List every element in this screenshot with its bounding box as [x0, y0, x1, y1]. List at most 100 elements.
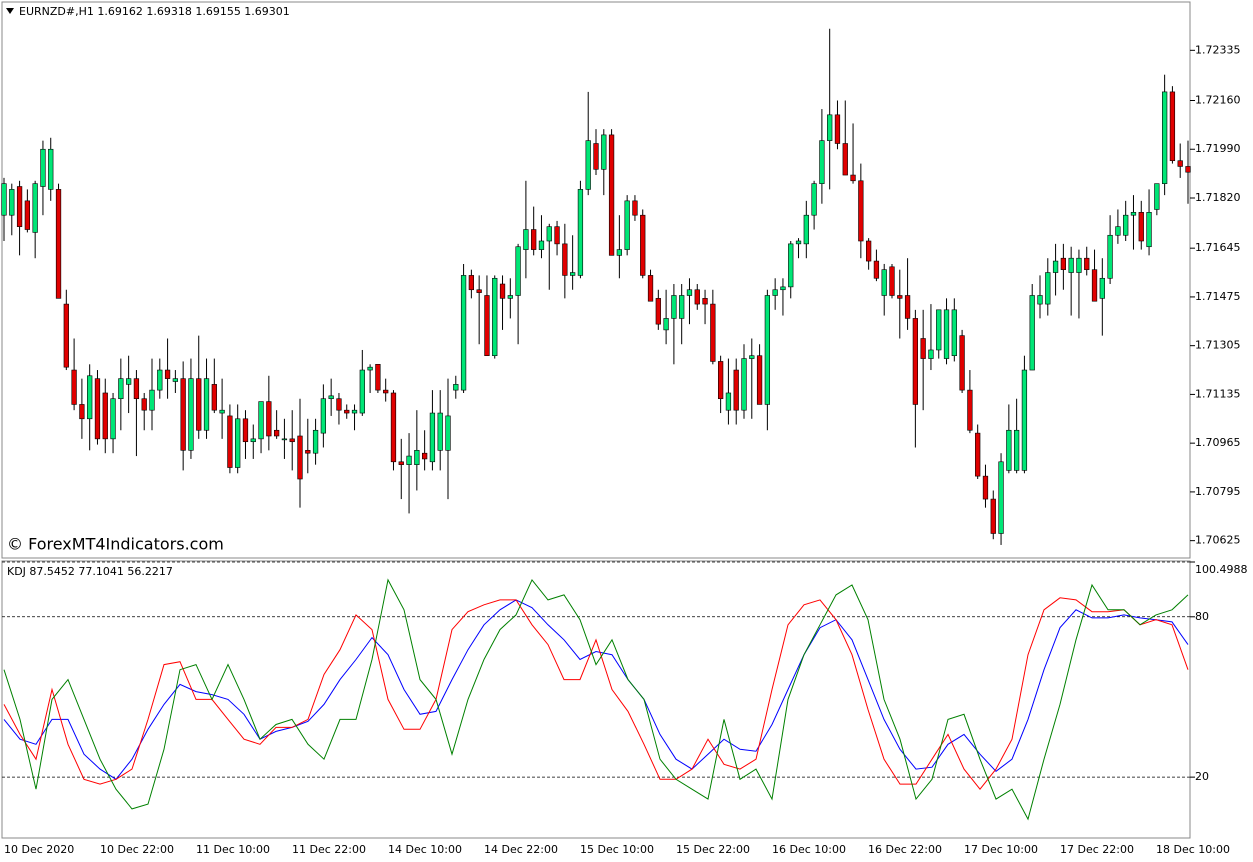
- candle-body: [149, 389, 155, 411]
- candle-body: [920, 338, 926, 359]
- candle-body: [858, 180, 864, 242]
- y-tick-label: 20: [1195, 770, 1209, 783]
- x-tick-label: 11 Dec 10:00: [196, 843, 270, 856]
- y-tick-label: 100.4988: [1195, 563, 1248, 576]
- candle-body: [655, 298, 661, 325]
- candle-body: [336, 398, 342, 411]
- chart-title: EURNZD#,H1 1.69162 1.69318 1.69155 1.693…: [19, 5, 290, 18]
- candle-body: [55, 189, 62, 299]
- candle-body: [110, 398, 116, 440]
- candle-body: [1037, 295, 1043, 305]
- candle-body: [834, 114, 841, 144]
- candle-body: [546, 226, 552, 242]
- candle-body: [538, 240, 545, 250]
- candle-body: [227, 415, 233, 468]
- candle-body: [375, 364, 381, 391]
- candle-body: [601, 134, 607, 170]
- main-panel: [1, 1, 1191, 559]
- candle-body: [390, 392, 397, 463]
- kdj-line: [3, 578, 1189, 821]
- candle-body: [1006, 429, 1012, 471]
- kdj-line: [3, 599, 1189, 780]
- candle-body: [671, 295, 677, 319]
- y-tick-label: 1.72335: [1195, 43, 1241, 56]
- candle-body: [63, 303, 69, 368]
- candle-body: [1052, 260, 1059, 273]
- candle-body: [414, 450, 420, 465]
- candle-body: [429, 412, 436, 463]
- candle-body: [998, 461, 1004, 534]
- candle-body: [1060, 257, 1067, 270]
- candle-body: [1029, 295, 1035, 371]
- kdj-line: [3, 597, 1189, 791]
- candle-body: [562, 243, 568, 276]
- candle-body: [850, 174, 856, 182]
- candle-body: [484, 295, 490, 357]
- menu-arrow: [6, 8, 14, 14]
- y-tick-label: 1.70625: [1195, 534, 1241, 547]
- candle-body: [593, 143, 599, 170]
- candle-body: [982, 475, 989, 500]
- candle-body: [1084, 257, 1090, 270]
- candle-body: [951, 309, 957, 357]
- candle-body: [258, 401, 264, 440]
- candle-body: [16, 186, 23, 227]
- candle-body: [9, 189, 15, 216]
- candle-body: [125, 378, 132, 385]
- candle-body: [32, 183, 38, 233]
- y-tick-label: 1.71475: [1195, 290, 1241, 303]
- x-tick-label: 10 Dec 22:00: [100, 843, 174, 856]
- x-tick-label: 15 Dec 10:00: [580, 843, 654, 856]
- candle-body: [647, 275, 654, 302]
- candle-body: [531, 229, 537, 250]
- y-tick-label: 1.71990: [1195, 142, 1241, 155]
- candle-body: [1076, 257, 1082, 273]
- candle-body: [967, 389, 973, 431]
- candle-body: [196, 378, 202, 431]
- candle-body: [990, 498, 996, 534]
- candle-body: [842, 143, 848, 176]
- candle-body: [523, 229, 529, 250]
- candle-body: [87, 375, 93, 420]
- candle-body: [141, 398, 147, 411]
- candle-body: [772, 289, 778, 296]
- y-tick-label: 1.70965: [1195, 436, 1241, 449]
- y-tick-label: 80: [1195, 610, 1209, 623]
- candle-body: [1099, 277, 1105, 299]
- candle-body: [157, 369, 163, 391]
- y-tick-label: 1.71820: [1195, 191, 1241, 204]
- candle-body: [741, 358, 747, 411]
- candle-body: [1, 183, 7, 216]
- candle-body: [873, 260, 880, 279]
- candle-body: [492, 277, 498, 357]
- candle-body: [1146, 212, 1152, 248]
- candle-body: [577, 189, 584, 276]
- candle-body: [351, 409, 358, 414]
- candle-body: [889, 266, 895, 296]
- candle-body: [235, 418, 241, 468]
- candle-body: [172, 378, 179, 382]
- candle-body: [94, 378, 101, 440]
- candle-body: [453, 384, 459, 391]
- indicator-title: KDJ 87.5452 77.1041 56.2217: [7, 565, 173, 578]
- candle-body: [320, 398, 327, 434]
- candle-body: [164, 369, 171, 379]
- candle-body: [616, 249, 623, 256]
- candle-body: [102, 392, 108, 440]
- candle-body: [780, 286, 786, 291]
- candle-body: [912, 318, 919, 405]
- candle-body: [445, 415, 451, 451]
- candle-body: [344, 409, 350, 414]
- candle-body: [48, 148, 54, 190]
- y-tick-label: 1.71305: [1195, 339, 1241, 352]
- candle-body: [1177, 160, 1183, 167]
- candle-body: [756, 355, 763, 405]
- candle-body: [367, 366, 373, 371]
- x-tick-label: 16 Dec 22:00: [868, 843, 942, 856]
- x-tick-label: 15 Dec 22:00: [676, 843, 750, 856]
- candle-body: [437, 412, 443, 451]
- candle-body: [1169, 91, 1176, 162]
- candle-body: [289, 438, 295, 443]
- candle-body: [1115, 226, 1121, 236]
- candle-body: [975, 432, 981, 477]
